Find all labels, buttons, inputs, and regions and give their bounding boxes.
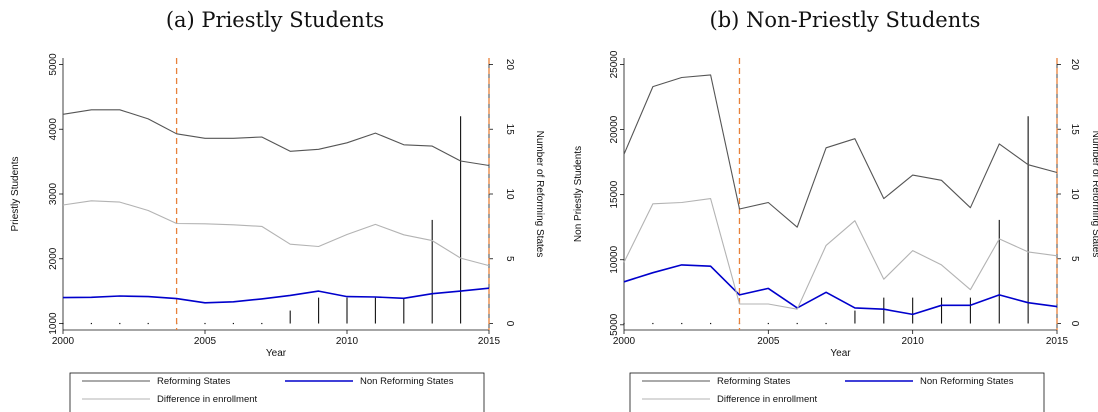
reform-count-zero-marker (62, 323, 63, 324)
x-tick-label: 2000 (52, 336, 75, 347)
y-tick-label: 25000 (609, 50, 620, 78)
reform-count-zero-marker (825, 323, 826, 324)
reform-count-zero-marker (119, 323, 120, 324)
reform-count-zero-marker (91, 323, 92, 324)
series-line-non-reforming-states (63, 288, 489, 303)
y2-axis-label: Number of Reforming States (1090, 131, 1098, 258)
x-tick-label: 2005 (194, 336, 217, 347)
x-tick-label: 2015 (1046, 336, 1069, 347)
y-tick-label: 2000 (48, 247, 59, 270)
legend-label: Non Reforming States (920, 376, 1014, 387)
y2-tick-label: 5 (504, 256, 515, 262)
reform-count-zero-marker (768, 323, 769, 324)
x-tick-label: 2010 (902, 336, 925, 347)
legend: Reforming States Non Reforming States Diff… (70, 373, 484, 412)
reform-count-zero-marker (233, 323, 234, 324)
y-tick-label: 20000 (609, 115, 620, 143)
series-line-difference-in-enrollment (624, 199, 1057, 310)
reform-count-zero-marker (681, 323, 682, 324)
y2-tick-label: 0 (1069, 321, 1080, 327)
y2-tick-label: 15 (1069, 124, 1080, 136)
y2-tick-label: 20 (504, 59, 515, 71)
panel-title: (a) Priestly Students (166, 8, 384, 32)
legend-label: Non Reforming States (360, 376, 454, 387)
y-tick-label: 3000 (48, 182, 59, 205)
y-axis-label: Non Priestly Students (573, 146, 584, 242)
reform-count-zero-marker (623, 323, 624, 324)
reform-count-zero-marker (204, 323, 205, 324)
y2-tick-label: 5 (1069, 256, 1080, 262)
y-tick-label: 1000 (48, 312, 59, 335)
reform-count-zero-marker (652, 323, 653, 324)
y-tick-label: 5000 (609, 313, 620, 336)
y-tick-label: 4000 (48, 118, 59, 141)
y-tick-label: 15000 (609, 180, 620, 208)
x-tick-label: 2000 (613, 336, 636, 347)
y-axis-label: Priestly Students (10, 156, 21, 231)
x-tick-label: 2010 (336, 336, 359, 347)
x-tick-label: 2015 (478, 336, 501, 347)
legend-label: Reforming States (157, 376, 231, 387)
legend-label: Reforming States (717, 376, 791, 387)
y2-tick-label: 15 (504, 124, 515, 136)
legend-label: Difference in enrollment (157, 394, 258, 405)
series-line-non-reforming-states (624, 265, 1057, 315)
reform-count-zero-marker (148, 323, 149, 324)
y2-tick-label: 10 (504, 188, 515, 200)
panel-title: (b) Non-Priestly Students (710, 8, 981, 32)
series-line-difference-in-enrollment (63, 201, 489, 266)
x-axis-label: Year (830, 348, 851, 359)
legend-label: Difference in enrollment (717, 394, 818, 405)
reform-count-zero-marker (710, 323, 711, 324)
y-tick-label: 5000 (48, 53, 59, 76)
reform-count-zero-marker (261, 323, 262, 324)
series-line-reforming-states (63, 110, 489, 166)
x-axis-label: Year (266, 348, 287, 359)
reform-count-zero-marker (797, 323, 798, 324)
y2-axis-label: Number of Reforming States (534, 131, 545, 258)
y2-tick-label: 20 (1069, 59, 1080, 71)
y-tick-label: 10000 (609, 245, 620, 273)
legend: Reforming States Non Reforming States Diff… (630, 373, 1044, 412)
y2-tick-label: 10 (1069, 188, 1080, 200)
y2-tick-label: 0 (504, 321, 515, 327)
series-line-reforming-states (624, 75, 1057, 227)
x-tick-label: 2005 (757, 336, 780, 347)
